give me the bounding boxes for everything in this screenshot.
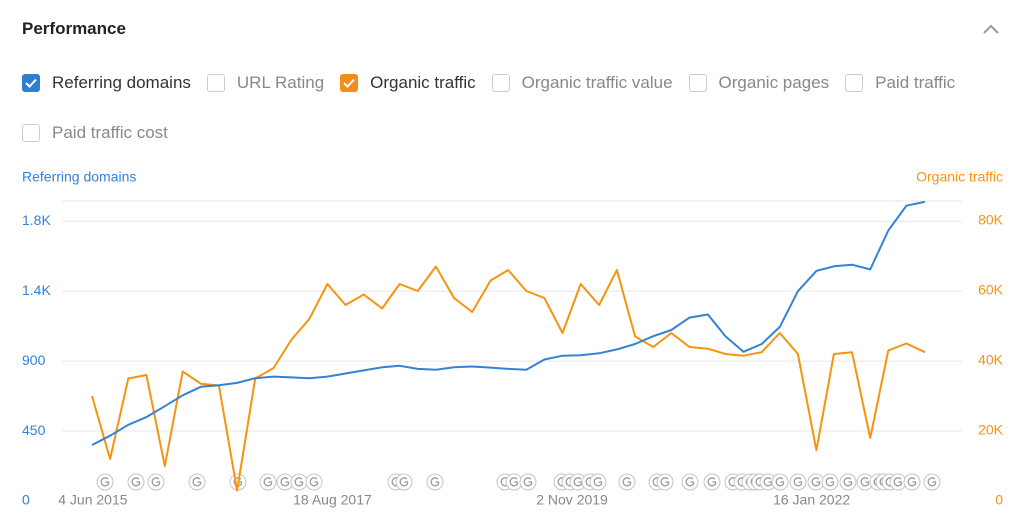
update-marker	[618, 473, 636, 491]
update-marker-glyph	[660, 477, 670, 487]
filter-option[interactable]: Organic traffic value	[491, 70, 673, 96]
checkbox[interactable]	[206, 74, 225, 92]
filter-label: Paid traffic	[875, 73, 956, 92]
update-marker-glyph	[622, 477, 632, 487]
update-marker-glyph	[573, 477, 583, 487]
update-marker	[127, 473, 145, 491]
collapse-button[interactable]	[982, 22, 1000, 36]
y-tick-label: 450	[22, 422, 46, 438]
update-marker-glyph	[763, 477, 773, 487]
y-tick-label: 0	[22, 492, 30, 508]
x-tick-label: 4 Jun 2015	[58, 492, 127, 508]
y2-tick-label: 60K	[978, 282, 1004, 298]
filter-option[interactable]: URL Rating	[206, 70, 325, 96]
update-marker	[839, 473, 857, 491]
update-marker	[821, 473, 839, 491]
update-marker	[188, 473, 206, 491]
update-marker-glyph	[263, 477, 273, 487]
update-marker	[426, 473, 444, 491]
update-marker	[589, 473, 607, 491]
update-marker-glyph	[523, 477, 533, 487]
filter-label: Organic traffic value	[521, 73, 673, 92]
update-marker-glyph	[793, 477, 803, 487]
update-marker	[789, 473, 807, 491]
update-marker-glyph	[707, 477, 717, 487]
update-marker	[96, 473, 114, 491]
update-marker	[305, 473, 323, 491]
update-marker-glyph	[593, 477, 603, 487]
filter-label: Paid traffic cost	[52, 123, 168, 142]
update-marker	[681, 473, 699, 491]
filter-option[interactable]: Referring domains	[22, 70, 191, 96]
checkbox[interactable]	[688, 74, 707, 92]
filter-option[interactable]: Paid traffic cost	[22, 120, 168, 146]
update-marker-glyph	[843, 477, 853, 487]
update-marker-glyph	[430, 477, 440, 487]
update-marker	[703, 473, 721, 491]
checkbox[interactable]	[22, 124, 40, 142]
update-marker-glyph	[100, 477, 110, 487]
update-marker-glyph	[280, 477, 290, 487]
update-marker-glyph	[927, 477, 937, 487]
checkbox[interactable]	[340, 74, 359, 92]
update-marker-glyph	[907, 477, 917, 487]
series-line	[91, 200, 926, 446]
update-marker-glyph	[192, 477, 202, 487]
y2-axis-title: Organic traffic	[916, 169, 1003, 185]
update-marker-glyph	[893, 477, 903, 487]
filter-option[interactable]: Organic traffic	[340, 70, 476, 96]
y2-tick-label: 80K	[978, 212, 1004, 228]
update-marker-glyph	[151, 477, 161, 487]
series-line	[91, 265, 926, 492]
filter-label: Organic traffic	[370, 73, 476, 92]
update-marker	[259, 473, 277, 491]
y-axis-title: Referring domains	[22, 169, 136, 185]
update-marker	[519, 473, 537, 491]
update-marker	[147, 473, 165, 491]
update-marker-glyph	[294, 477, 304, 487]
update-marker-glyph	[309, 477, 319, 487]
filter-option[interactable]: Organic pages	[688, 70, 830, 96]
checkbox[interactable]	[845, 74, 864, 92]
filter-label: Referring domains	[52, 73, 191, 92]
update-marker	[395, 473, 413, 491]
update-marker-glyph	[860, 477, 870, 487]
update-marker	[923, 473, 941, 491]
y-tick-label: 1.4K	[22, 282, 51, 298]
update-marker	[290, 473, 308, 491]
x-tick-label: 16 Jan 2022	[773, 492, 850, 508]
update-marker-glyph	[399, 477, 409, 487]
checkbox[interactable]	[491, 74, 510, 92]
check-icon	[25, 78, 37, 88]
update-marker-glyph	[825, 477, 835, 487]
filter-option[interactable]: Paid traffic	[845, 70, 955, 96]
y2-tick-label: 20K	[978, 422, 1004, 438]
update-marker	[656, 473, 674, 491]
update-marker-glyph	[685, 477, 695, 487]
check-icon	[343, 78, 355, 88]
update-marker-glyph	[131, 477, 141, 487]
checkbox[interactable]	[22, 74, 40, 92]
update-marker-glyph	[775, 477, 785, 487]
x-tick-label: 2 Nov 2019	[536, 492, 608, 508]
filter-label: URL Rating	[236, 73, 325, 92]
update-marker-glyph	[811, 477, 821, 487]
section-title: Performance	[22, 19, 126, 38]
filter-label: Organic pages	[718, 73, 830, 92]
y-tick-label: 900	[22, 352, 46, 368]
y2-tick-label: 0	[995, 492, 1003, 508]
update-marker-glyph	[509, 477, 519, 487]
metric-filters: Referring domains URL Rating Organic traff…	[22, 70, 982, 146]
y2-tick-label: 40K	[978, 352, 1004, 368]
update-marker	[903, 473, 921, 491]
x-tick-label: 18 Aug 2017	[293, 492, 372, 508]
update-marker	[771, 473, 789, 491]
y-tick-label: 1.8K	[22, 212, 51, 228]
